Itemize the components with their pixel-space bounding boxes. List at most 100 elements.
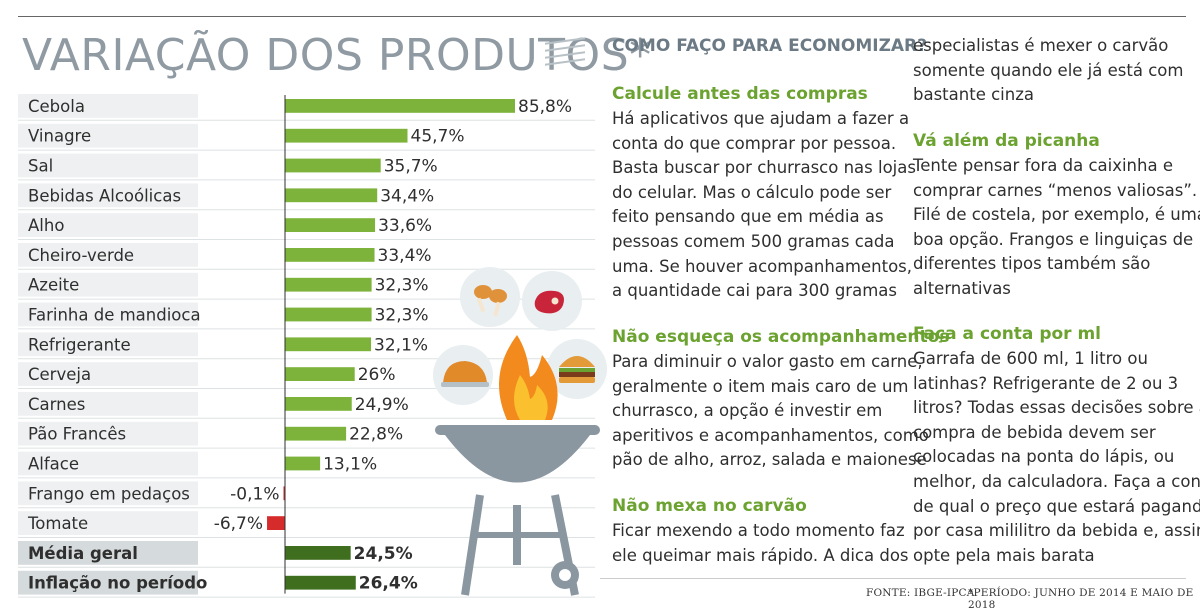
burger-icon bbox=[547, 339, 607, 399]
row-label-background bbox=[18, 541, 198, 565]
bar bbox=[285, 397, 352, 411]
bar bbox=[285, 546, 351, 560]
text-line: ele queimar mais rápido. A dica dos bbox=[612, 545, 909, 565]
value-label: 45,7% bbox=[411, 127, 465, 147]
bar bbox=[285, 99, 515, 113]
value-label: 26,4% bbox=[359, 574, 418, 594]
category-label: Cerveja bbox=[28, 365, 91, 384]
row-label-background bbox=[18, 153, 198, 178]
text-line: litros? Todas essas decisões sobre a bbox=[913, 398, 1200, 418]
chicken-legs-icon bbox=[460, 267, 520, 327]
row-label-background bbox=[18, 570, 198, 595]
bar bbox=[285, 188, 378, 203]
text-line: diferentes tipos também são bbox=[913, 254, 1151, 274]
source-note: FONTE: IBGE-IPCA bbox=[866, 587, 975, 599]
section-body-3: Ficar mexendo a todo momento faz ele quei… bbox=[612, 519, 909, 568]
value-label: 32,3% bbox=[375, 306, 429, 326]
text-line: do celular. Mas o cálculo pode ser bbox=[612, 182, 892, 202]
value-label: 32,1% bbox=[374, 335, 428, 355]
text-line: opte pela mais barata bbox=[913, 545, 1095, 565]
text-line: pessoas comem 500 gramas cada bbox=[612, 231, 895, 251]
roast-chicken-icon bbox=[433, 345, 493, 405]
text-line: de qual o preço que estará pagando bbox=[913, 496, 1200, 516]
text-line: churrasco, a opção é investir em bbox=[612, 401, 883, 421]
text-line: Garrafa de 600 ml, 1 litro ou bbox=[913, 349, 1148, 368]
bar bbox=[285, 367, 355, 381]
value-label: -6,7% bbox=[214, 514, 263, 534]
text-line: bastante cinza bbox=[913, 85, 1034, 105]
text-line: boa opção. Frangos e linguiças de bbox=[913, 229, 1194, 249]
value-label: 24,5% bbox=[354, 544, 413, 564]
text-line: Tente pensar fora da caixinha e bbox=[913, 156, 1173, 175]
barbecue-grill-icon bbox=[435, 335, 600, 596]
row-label-background bbox=[18, 511, 198, 535]
category-label: Bebidas Alcoólicas bbox=[28, 186, 181, 205]
text-line: aperitivos e acompanhamentos, como bbox=[612, 425, 929, 445]
section-body-5: Garrafa de 600 ml, 1 litro ou latinhas? R… bbox=[913, 347, 1200, 568]
row-label-background bbox=[18, 421, 198, 446]
value-label: 33,6% bbox=[378, 216, 432, 236]
text-line: Para diminuir o valor gasto em carne, bbox=[612, 352, 923, 371]
bar bbox=[267, 516, 285, 530]
bar bbox=[285, 277, 372, 292]
text-line: Ficar mexendo a todo momento faz bbox=[612, 521, 905, 540]
section-title-4: Vá além da picanha bbox=[913, 131, 1100, 151]
text-line: Filé de costela, por exemplo, é uma bbox=[913, 205, 1200, 225]
bar bbox=[283, 486, 285, 501]
bar-chart: Cebola 85,8% Vinagre 45,7% Sal 35,7% Bebidas A… bbox=[18, 94, 595, 598]
row-label-background bbox=[18, 451, 198, 476]
section-body-2: Para diminuir o valor gasto em carne, ger… bbox=[612, 350, 929, 473]
text-line: Basta buscar por churrasco nas lojas bbox=[612, 158, 916, 178]
text-line: Há aplicativos que ajudam a fazer a bbox=[612, 109, 910, 128]
bar bbox=[285, 307, 372, 322]
section-body-3-continued: especialistas é mexer o carvão somente qu… bbox=[913, 34, 1200, 108]
text-line: a quantidade cai para 300 gramas bbox=[612, 281, 897, 301]
section-body-1: Há aplicativos que ajudam a fazer a conta… bbox=[612, 107, 916, 304]
text-line: comprar carnes “menos valiosas”. bbox=[913, 180, 1198, 200]
section-title-2: Não esqueça os acompanhamentos bbox=[612, 327, 950, 347]
text-line: colocadas na ponta do lápis, ou bbox=[913, 447, 1175, 467]
category-label: Refrigerante bbox=[28, 335, 131, 354]
category-label: Inflação no período bbox=[28, 574, 207, 593]
category-label: Azeite bbox=[28, 276, 79, 295]
category-label: Frango em pedaços bbox=[28, 484, 190, 503]
text-line: melhor, da calculadora. Faça a conta bbox=[913, 471, 1200, 491]
category-label: Alface bbox=[28, 455, 79, 474]
barbecue-illustration bbox=[425, 265, 610, 610]
text-line: por casa mililitro da bebida e, assim, bbox=[913, 521, 1200, 541]
category-label: Cebola bbox=[28, 97, 85, 116]
bar bbox=[285, 158, 381, 173]
value-label: 85,8% bbox=[518, 97, 572, 117]
category-label: Sal bbox=[28, 157, 53, 176]
value-label: -0,1% bbox=[230, 484, 279, 504]
text-line: geralmente o item mais caro de um bbox=[612, 376, 909, 396]
text-line: alternativas bbox=[913, 278, 1011, 298]
text-line: somente quando ele já está com bbox=[913, 60, 1184, 80]
row-label-background bbox=[18, 183, 198, 208]
text-line: uma. Se houver acompanhamentos, bbox=[612, 256, 913, 276]
section-body-4: Tente pensar fora da caixinha e comprar c… bbox=[913, 154, 1200, 302]
row-label-background bbox=[18, 362, 198, 386]
row-label-background bbox=[18, 302, 198, 327]
value-label: 13,1% bbox=[323, 455, 377, 475]
text-line: conta do que comprar por pessoa. bbox=[612, 133, 897, 153]
top-rule bbox=[18, 16, 1186, 17]
text-line: pão de alho, arroz, salada e maionese bbox=[612, 450, 927, 470]
section-header: COMO FAÇO PARA ECONOMIZAR? bbox=[612, 36, 927, 56]
category-label: Farinha de mandioca bbox=[28, 306, 201, 325]
value-label: 26% bbox=[358, 365, 396, 385]
category-label: Alho bbox=[28, 216, 64, 235]
category-label: Pão Francês bbox=[28, 425, 126, 444]
category-label: Média geral bbox=[28, 544, 138, 563]
bar bbox=[285, 337, 372, 352]
bar bbox=[285, 128, 408, 143]
row-label-background bbox=[18, 123, 198, 148]
text-line: especialistas é mexer o carvão bbox=[913, 36, 1169, 55]
text-line: feito pensando que em média as bbox=[612, 207, 884, 227]
value-label: 22,8% bbox=[349, 425, 403, 445]
value-label: 24,9% bbox=[355, 395, 409, 415]
category-label: Carnes bbox=[28, 395, 85, 414]
category-label: Vinagre bbox=[28, 127, 91, 146]
category-label: Cheiro-verde bbox=[28, 246, 134, 265]
bar bbox=[285, 575, 356, 590]
